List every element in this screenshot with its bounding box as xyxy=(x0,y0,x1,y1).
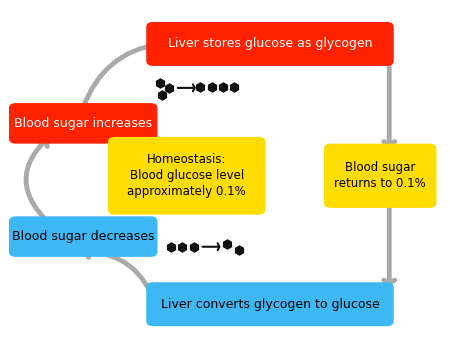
FancyBboxPatch shape xyxy=(9,103,157,144)
Text: Blood sugar
returns to 0.1%: Blood sugar returns to 0.1% xyxy=(334,161,426,190)
FancyBboxPatch shape xyxy=(146,282,394,326)
FancyBboxPatch shape xyxy=(146,22,394,66)
Text: Liver converts glycogen to glucose: Liver converts glycogen to glucose xyxy=(161,298,379,311)
Text: Blood sugar decreases: Blood sugar decreases xyxy=(12,230,154,243)
FancyBboxPatch shape xyxy=(324,144,436,208)
Text: Liver stores glucose as glycogen: Liver stores glucose as glycogen xyxy=(168,38,372,50)
Text: Homeostasis:
Blood glucose level
approximately 0.1%: Homeostasis: Blood glucose level approxi… xyxy=(127,153,246,198)
Text: Blood sugar increases: Blood sugar increases xyxy=(14,117,152,130)
FancyBboxPatch shape xyxy=(108,137,266,215)
FancyBboxPatch shape xyxy=(9,216,157,257)
